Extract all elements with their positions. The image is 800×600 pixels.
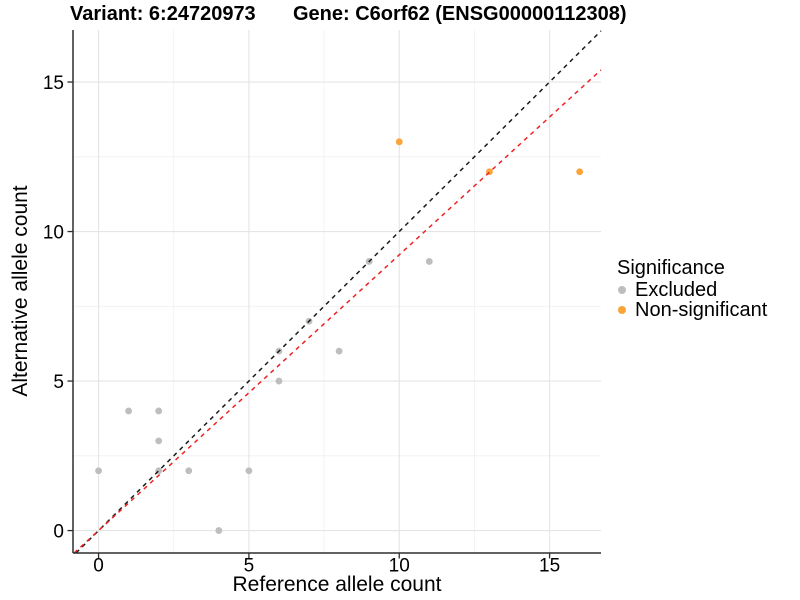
legend-title: Significance: [617, 257, 725, 279]
excluded-point-icon: [618, 286, 626, 294]
legend: Significance Excluded Non-significant: [617, 257, 767, 320]
data-point-non-significant: [395, 138, 403, 146]
data-point-excluded: [215, 527, 223, 534]
x-axis-title: Reference allele count: [232, 573, 442, 596]
data-point-excluded: [155, 437, 163, 445]
data-point-excluded: [335, 347, 343, 355]
legend-label: Excluded: [635, 279, 718, 301]
identity-line: [75, 30, 602, 554]
legend-item-non-significant: Non-significant: [617, 300, 767, 320]
y-tick-label: 10: [43, 222, 64, 243]
x-tick-label: 0: [93, 556, 104, 577]
non-significant-point-icon: [618, 306, 626, 314]
y-tick-label: 5: [53, 372, 64, 393]
data-point-non-significant: [576, 168, 584, 176]
data-point-excluded: [275, 377, 283, 385]
y-tick-label: 0: [53, 521, 64, 542]
y-tick-label: 15: [43, 73, 64, 94]
axes: 0 5 10 15 0 5 10 15: [43, 30, 601, 577]
data-point-excluded: [185, 467, 193, 475]
x-tick-label: 5: [244, 556, 255, 577]
plot-title-gene: Gene: C6orf62 (ENSG00000112308): [293, 3, 627, 25]
plot-title-variant: Variant: 6:24720973: [70, 3, 256, 25]
x-tick-label: 10: [389, 556, 410, 577]
legend-label: Non-significant: [635, 299, 768, 321]
data-point-excluded: [425, 258, 433, 265]
minor-gridlines: [73, 30, 601, 553]
data-points: [95, 138, 584, 534]
data-point-excluded: [245, 467, 253, 475]
data-point-excluded: [125, 407, 133, 415]
major-gridlines: [73, 30, 601, 553]
reference-lines: [73, 30, 602, 554]
x-tick-label: 15: [539, 556, 560, 577]
data-point-excluded: [155, 407, 163, 415]
legend-item-excluded: Excluded: [617, 280, 767, 300]
ratio-line: [73, 69, 602, 554]
data-point-excluded: [95, 467, 102, 475]
